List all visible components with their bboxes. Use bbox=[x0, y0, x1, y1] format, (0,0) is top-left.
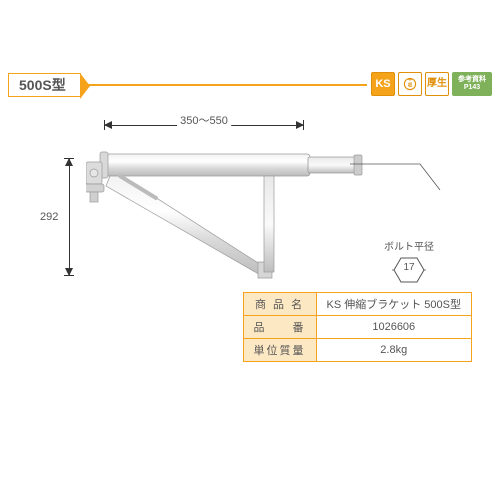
spec-value: 1026606 bbox=[316, 316, 471, 339]
horizontal-dimension: 350～550 bbox=[104, 118, 304, 132]
thickness-text: 厚生 bbox=[427, 79, 447, 89]
header-bar: 500S型 KS 収 厚生 参考資料 P143 bbox=[8, 72, 492, 98]
svg-text:収: 収 bbox=[408, 81, 413, 88]
bolt-leader-line bbox=[350, 160, 446, 250]
spec-label: 商 品 名 bbox=[243, 293, 316, 316]
circle-badge: 収 bbox=[398, 72, 422, 96]
bolt-value: 17 bbox=[403, 262, 414, 273]
model-label: 500S型 bbox=[19, 75, 66, 95]
table-row: 単位質量2.8kg bbox=[243, 339, 471, 362]
spec-table: 商 品 名KS 伸縮ブラケット 500S型品 番1026606単位質量2.8kg bbox=[243, 292, 472, 362]
model-chip: 500S型 bbox=[8, 73, 81, 97]
ks-badge-text: KS bbox=[375, 78, 390, 90]
bolt-caption: ボルト平径 bbox=[384, 238, 434, 253]
spec-label: 単位質量 bbox=[243, 339, 316, 362]
ref-line2: P143 bbox=[464, 84, 480, 92]
thickness-badge: 厚生 bbox=[425, 72, 449, 96]
bolt-spec: ボルト平径 17 bbox=[384, 238, 434, 285]
table-row: 品 番1026606 bbox=[243, 316, 471, 339]
height-value: 292 bbox=[40, 210, 58, 224]
table-row: 商 品 名KS 伸縮ブラケット 500S型 bbox=[243, 293, 471, 316]
vertical-dimension: 292 bbox=[62, 158, 76, 276]
spec-value: KS 伸縮ブラケット 500S型 bbox=[316, 293, 471, 316]
reference-badge: 参考資料 P143 bbox=[452, 72, 492, 96]
spec-label: 品 番 bbox=[243, 316, 316, 339]
bracket-illustration bbox=[86, 140, 366, 300]
length-value: 350～550 bbox=[177, 112, 231, 128]
ref-line1: 参考資料 bbox=[458, 76, 486, 84]
ks-badge: KS bbox=[371, 72, 395, 96]
circle-icon: 収 bbox=[402, 76, 418, 92]
spec-value: 2.8kg bbox=[316, 339, 471, 362]
badge-row: KS 収 厚生 参考資料 P143 bbox=[367, 72, 492, 96]
